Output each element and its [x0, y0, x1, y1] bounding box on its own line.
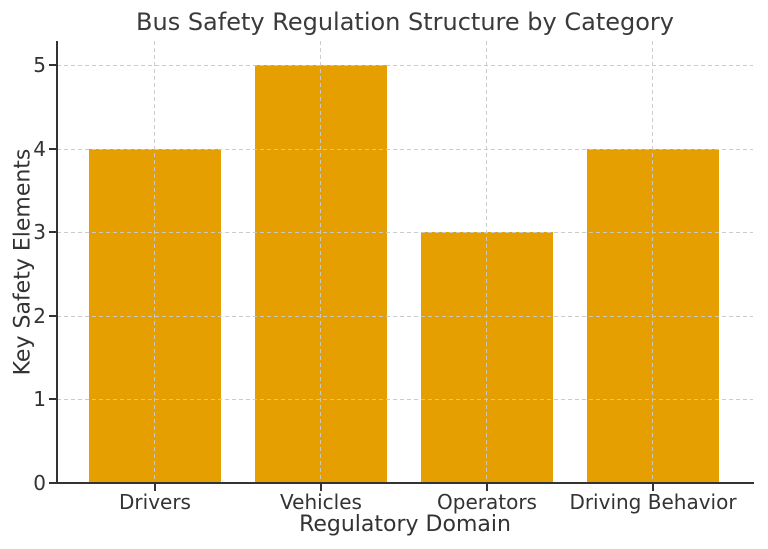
y-axis-label: Key Safety Elements [10, 148, 36, 376]
y-axis-spine [56, 41, 58, 484]
x-tick-mark-1 [154, 484, 156, 491]
bar-operators [421, 232, 553, 483]
v-gridline-4 [652, 41, 653, 483]
x-tick-mark-2 [320, 484, 322, 491]
h-gridline-3 [57, 232, 753, 233]
x-tick-label-operators: Operators [437, 490, 537, 514]
v-gridline-2 [320, 41, 321, 483]
y-tick-label-3: 3 [33, 220, 46, 244]
x-axis-label: Regulatory Domain [299, 512, 511, 537]
x-axis-spine [56, 482, 754, 484]
y-tick-label-4: 4 [33, 137, 46, 161]
h-gridline-1 [57, 399, 753, 400]
bar-vehicles [255, 65, 387, 483]
y-tick-mark-3 [49, 231, 56, 233]
y-tick-mark-5 [49, 64, 56, 66]
x-tick-label-vehicles: Vehicles [280, 490, 362, 514]
y-tick-label-5: 5 [33, 53, 46, 77]
x-tick-mark-4 [652, 484, 654, 491]
h-gridline-5 [57, 65, 753, 66]
y-tick-label-2: 2 [33, 304, 46, 328]
y-tick-mark-4 [49, 148, 56, 150]
x-tick-label-driving-behavior: Driving Behavior [569, 490, 737, 514]
y-tick-label-1: 1 [33, 387, 46, 411]
plot-area [57, 41, 753, 483]
x-tick-mark-3 [486, 484, 488, 491]
y-tick-mark-1 [49, 398, 56, 400]
v-gridline-1 [154, 41, 155, 483]
y-tick-mark-0 [49, 482, 56, 484]
v-gridline-3 [486, 41, 487, 483]
h-gridline-4 [57, 149, 753, 150]
h-gridline-2 [57, 316, 753, 317]
y-tick-label-0: 0 [33, 471, 46, 495]
x-tick-label-drivers: Drivers [119, 490, 191, 514]
chart-title: Bus Safety Regulation Structure by Categ… [136, 8, 674, 36]
y-tick-mark-2 [49, 315, 56, 317]
